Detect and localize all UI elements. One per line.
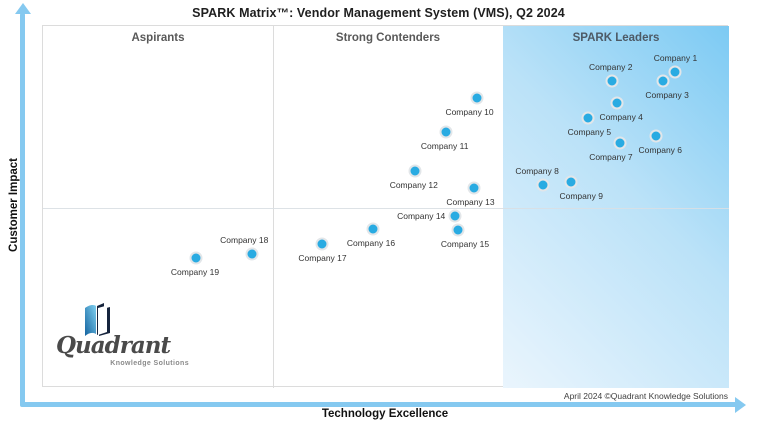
data-point xyxy=(605,74,619,88)
data-point xyxy=(470,91,484,105)
data-point xyxy=(564,175,578,189)
data-point-label: Company 15 xyxy=(440,239,490,250)
data-point xyxy=(189,251,203,265)
data-point xyxy=(668,65,682,79)
data-point xyxy=(536,178,550,192)
data-point-label: Company 11 xyxy=(420,140,469,151)
data-point xyxy=(408,164,422,178)
data-point xyxy=(581,111,595,125)
data-point-label: Company 10 xyxy=(445,107,494,118)
quadrant-label-aspirants: Aspirants xyxy=(131,32,185,44)
quadrant-logo: Quadrant Knowledge Solutions xyxy=(56,300,192,370)
quadrant-divider-vertical xyxy=(273,26,274,388)
data-point-label: Company 17 xyxy=(298,252,347,263)
data-point-label: Company 5 xyxy=(567,126,612,137)
data-point xyxy=(656,74,670,88)
data-point xyxy=(467,181,481,195)
data-point-label: Company 19 xyxy=(170,267,220,278)
book-icon xyxy=(85,303,110,336)
x-axis-arrow-line xyxy=(20,402,737,407)
quadrant-divider-horizontal xyxy=(43,208,729,209)
data-point-label: Company 16 xyxy=(346,238,396,249)
x-axis-label: Technology Excellence xyxy=(321,408,449,420)
data-point xyxy=(649,129,663,143)
quadrant-label-strong-contenders: Strong Contenders xyxy=(335,32,441,44)
data-point-label: Company 13 xyxy=(446,196,495,207)
data-point-label: Company 12 xyxy=(389,179,438,190)
data-point-label: Company 18 xyxy=(220,235,269,246)
y-axis-arrow-line xyxy=(20,13,25,405)
data-point xyxy=(315,237,329,251)
chart-title: SPARK Matrix™: Vendor Management System … xyxy=(192,6,565,20)
data-point xyxy=(245,247,259,261)
data-point-label: Company 2 xyxy=(588,62,633,73)
y-axis-arrow-icon xyxy=(14,3,31,14)
data-point xyxy=(613,136,627,150)
data-point xyxy=(451,223,465,237)
data-point xyxy=(448,209,462,223)
data-point xyxy=(610,96,624,110)
data-point-label: Company 7 xyxy=(589,152,633,163)
spark-leaders-region xyxy=(503,26,729,388)
x-axis-arrow-icon xyxy=(735,396,746,413)
quadrant-label-spark-leaders: SPARK Leaders xyxy=(572,32,660,44)
data-point-label: Company 3 xyxy=(645,90,689,101)
data-point-label: Company 8 xyxy=(515,165,559,176)
data-point-label: Company 14 xyxy=(397,211,446,222)
data-point-label: Company 9 xyxy=(559,190,603,201)
logo-tagline: Knowledge Solutions xyxy=(110,360,189,367)
plot-area: Aspirants Strong Contenders SPARK Leader… xyxy=(42,25,729,388)
data-point-label: Company 6 xyxy=(638,145,683,156)
y-axis-label: Customer Impact xyxy=(8,158,20,252)
data-point xyxy=(366,222,380,236)
data-point-label: Company 1 xyxy=(653,52,698,63)
logo-wordmark: Quadrant xyxy=(56,332,171,359)
copyright-note: April 2024 ©Quadrant Knowledge Solutions xyxy=(563,391,728,401)
data-point-label: Company 4 xyxy=(599,111,643,122)
data-point xyxy=(439,125,453,139)
